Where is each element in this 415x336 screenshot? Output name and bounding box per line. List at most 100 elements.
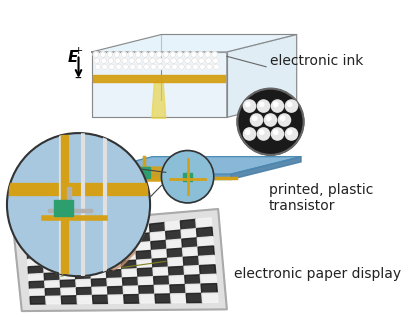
Circle shape bbox=[179, 64, 184, 70]
Circle shape bbox=[286, 128, 298, 140]
Circle shape bbox=[95, 64, 100, 70]
Polygon shape bbox=[83, 157, 301, 174]
Circle shape bbox=[259, 130, 264, 134]
Circle shape bbox=[151, 64, 156, 70]
Circle shape bbox=[288, 102, 292, 107]
Polygon shape bbox=[107, 286, 124, 295]
Polygon shape bbox=[166, 230, 182, 240]
Polygon shape bbox=[134, 224, 150, 234]
Circle shape bbox=[7, 133, 150, 276]
Circle shape bbox=[136, 58, 142, 64]
Polygon shape bbox=[73, 239, 89, 248]
Polygon shape bbox=[58, 248, 74, 257]
Polygon shape bbox=[121, 260, 137, 269]
Polygon shape bbox=[83, 222, 105, 244]
Polygon shape bbox=[76, 279, 92, 288]
Polygon shape bbox=[138, 277, 154, 286]
Circle shape bbox=[250, 114, 263, 126]
Polygon shape bbox=[200, 265, 216, 275]
Polygon shape bbox=[184, 265, 200, 276]
Polygon shape bbox=[88, 229, 104, 239]
Circle shape bbox=[115, 58, 121, 64]
Polygon shape bbox=[152, 82, 166, 118]
Circle shape bbox=[116, 64, 122, 70]
Polygon shape bbox=[13, 209, 227, 311]
Polygon shape bbox=[75, 263, 91, 272]
Polygon shape bbox=[91, 270, 107, 279]
Circle shape bbox=[101, 58, 107, 64]
Polygon shape bbox=[93, 75, 225, 82]
Polygon shape bbox=[45, 281, 61, 289]
Polygon shape bbox=[103, 227, 119, 237]
Polygon shape bbox=[107, 278, 123, 287]
Circle shape bbox=[264, 114, 276, 126]
Polygon shape bbox=[168, 257, 184, 267]
Circle shape bbox=[237, 89, 304, 155]
Polygon shape bbox=[92, 287, 108, 295]
Polygon shape bbox=[59, 256, 75, 265]
Text: +: + bbox=[74, 46, 83, 56]
Polygon shape bbox=[136, 250, 152, 260]
Circle shape bbox=[257, 128, 270, 140]
Circle shape bbox=[199, 58, 204, 64]
Polygon shape bbox=[76, 287, 93, 296]
Polygon shape bbox=[29, 281, 45, 289]
Polygon shape bbox=[120, 243, 136, 253]
Text: –: – bbox=[74, 72, 81, 85]
Circle shape bbox=[266, 116, 271, 120]
Circle shape bbox=[135, 52, 141, 57]
Circle shape bbox=[7, 133, 150, 276]
Circle shape bbox=[273, 130, 278, 134]
Circle shape bbox=[200, 64, 205, 70]
Polygon shape bbox=[88, 237, 105, 247]
Polygon shape bbox=[124, 294, 140, 303]
Polygon shape bbox=[166, 239, 183, 249]
Circle shape bbox=[214, 64, 219, 70]
Text: electronic paper display: electronic paper display bbox=[234, 267, 401, 282]
Polygon shape bbox=[135, 242, 151, 252]
Polygon shape bbox=[155, 294, 171, 303]
Polygon shape bbox=[154, 285, 171, 294]
Circle shape bbox=[108, 58, 114, 64]
Polygon shape bbox=[83, 174, 231, 179]
Circle shape bbox=[244, 100, 256, 112]
Bar bbox=[67, 187, 71, 213]
Polygon shape bbox=[153, 267, 169, 277]
Polygon shape bbox=[27, 251, 43, 259]
Polygon shape bbox=[197, 237, 213, 247]
Circle shape bbox=[246, 102, 250, 107]
Polygon shape bbox=[123, 286, 139, 295]
Polygon shape bbox=[104, 236, 120, 246]
Polygon shape bbox=[57, 232, 73, 242]
Polygon shape bbox=[183, 256, 200, 266]
Polygon shape bbox=[73, 247, 90, 256]
Polygon shape bbox=[181, 219, 196, 230]
Polygon shape bbox=[43, 257, 59, 266]
Circle shape bbox=[271, 128, 283, 140]
Circle shape bbox=[107, 52, 113, 57]
Circle shape bbox=[184, 52, 190, 57]
Bar bbox=[48, 209, 92, 212]
Circle shape bbox=[212, 52, 217, 57]
Circle shape bbox=[109, 64, 115, 70]
Polygon shape bbox=[199, 255, 215, 265]
Polygon shape bbox=[46, 296, 62, 304]
Polygon shape bbox=[196, 227, 213, 238]
Circle shape bbox=[161, 151, 214, 203]
Circle shape bbox=[158, 64, 164, 70]
Polygon shape bbox=[90, 262, 106, 271]
Polygon shape bbox=[227, 35, 297, 117]
Polygon shape bbox=[44, 265, 60, 274]
Circle shape bbox=[213, 58, 218, 64]
Circle shape bbox=[259, 102, 264, 107]
Circle shape bbox=[129, 58, 134, 64]
Circle shape bbox=[288, 130, 292, 134]
Circle shape bbox=[144, 64, 149, 70]
Polygon shape bbox=[137, 259, 153, 269]
Polygon shape bbox=[231, 157, 301, 179]
Circle shape bbox=[207, 64, 212, 70]
Polygon shape bbox=[93, 295, 109, 303]
Polygon shape bbox=[185, 275, 201, 285]
Polygon shape bbox=[167, 248, 183, 258]
Circle shape bbox=[170, 52, 176, 57]
